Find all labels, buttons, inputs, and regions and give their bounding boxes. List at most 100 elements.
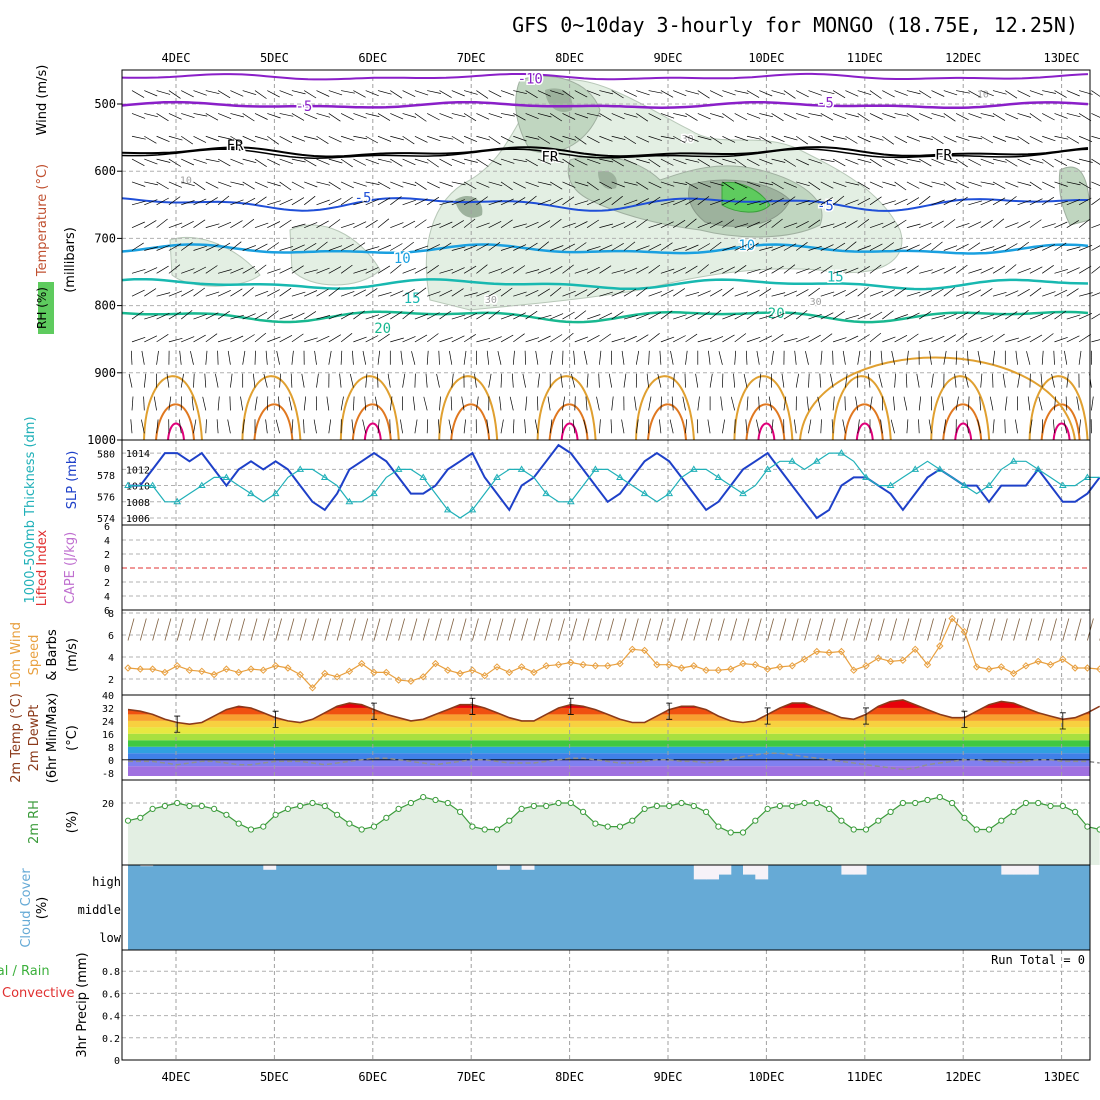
wind-barb	[461, 396, 465, 411]
wind-barb	[550, 197, 563, 206]
wind-barb	[709, 220, 723, 228]
wind-barb	[144, 267, 158, 274]
wind-barb	[390, 158, 403, 167]
wind-barb	[636, 198, 649, 206]
wind-barb	[611, 337, 626, 343]
wind-barb	[906, 181, 920, 189]
wind-barb	[267, 90, 280, 98]
wind-barb	[328, 113, 341, 122]
wind-contour-low	[143, 375, 203, 441]
wind-barb	[537, 181, 552, 186]
wind-barb	[574, 181, 589, 187]
wind-barb	[992, 265, 1006, 274]
wind-barb	[414, 90, 429, 96]
wind-barb	[414, 181, 427, 190]
rh2m-marker	[272, 811, 279, 818]
x-tick-label-top: 6DEC	[358, 51, 387, 65]
wind-barb	[316, 335, 330, 343]
wind10-marker	[542, 662, 550, 670]
wind-barb	[646, 373, 649, 388]
wind-barb	[463, 312, 478, 320]
wind-barb	[718, 351, 723, 365]
wind-barb	[168, 113, 182, 120]
wind-barb	[267, 200, 281, 206]
wind10-marker	[751, 660, 760, 669]
wind-barb	[205, 291, 220, 297]
wind-barb	[623, 288, 637, 297]
wind10-marker	[603, 662, 612, 670]
wind-barb	[833, 269, 847, 274]
wind-barb	[929, 350, 932, 365]
rh2m-marker	[124, 817, 132, 824]
wind-barb	[525, 269, 540, 274]
y-label-thickness: 1000-500mb Thickness (dm)	[23, 416, 38, 603]
wind-barb	[882, 200, 896, 206]
wind-barb	[771, 158, 786, 163]
wind-barb	[905, 373, 908, 388]
wind10-barb	[693, 618, 701, 641]
wind10-marker	[640, 646, 649, 655]
wind-barb	[758, 396, 760, 411]
wind-barb	[547, 396, 551, 411]
wind-barb	[906, 419, 909, 434]
wind-barb	[513, 181, 526, 189]
wind-barb	[783, 135, 798, 141]
wind-barb	[980, 158, 995, 165]
wind-barb	[217, 396, 220, 411]
wind-barb	[808, 313, 822, 320]
thickness-marker	[394, 465, 403, 472]
wind10-marker	[480, 671, 489, 680]
wind-barb	[919, 269, 933, 274]
wind-barb	[537, 288, 550, 297]
wind-barb	[353, 135, 368, 140]
y-label-wind10-units: (m/s)	[65, 638, 80, 672]
wind10-marker	[776, 663, 784, 671]
wind-barb	[168, 158, 181, 167]
wind-barb	[463, 113, 477, 122]
pressure-tick-label: 500	[94, 97, 116, 111]
y-label-dewpt: 2m DewPt	[27, 705, 42, 772]
wind-barb	[390, 113, 404, 120]
wind-barb	[156, 113, 169, 122]
wind-barb	[500, 266, 514, 274]
wind-barb	[304, 90, 317, 99]
wind-barb	[218, 135, 232, 140]
wind10-barb	[730, 618, 738, 641]
wind-barb	[943, 113, 956, 122]
wind-barb	[906, 291, 921, 297]
wind-barb	[980, 181, 995, 185]
wind-barb	[648, 243, 662, 251]
wind-barb	[845, 373, 848, 388]
wind-barb	[390, 337, 404, 343]
wind-barb	[931, 267, 945, 274]
wind-barb	[906, 223, 921, 228]
wind-barb	[193, 181, 206, 191]
wind-barb	[1029, 198, 1043, 206]
wind-barb	[574, 90, 588, 98]
wind-barb	[191, 396, 194, 411]
wind10-barb	[791, 618, 799, 641]
wind-contour-mid	[253, 403, 294, 441]
wind-barb	[402, 309, 414, 320]
rh2m-marker	[801, 799, 808, 807]
thickness-marker	[886, 481, 895, 489]
wind-barb	[303, 419, 305, 434]
wind-barb	[488, 336, 502, 343]
wind-barb	[894, 90, 908, 96]
wind10-barb	[262, 618, 270, 641]
cloud-high-gap	[841, 865, 855, 875]
wind-barb	[1005, 196, 1017, 206]
wind-barb	[217, 90, 231, 99]
wind-barb	[340, 196, 353, 206]
wind-barb	[1029, 419, 1033, 434]
y-label-wind10: 10m Wind	[9, 622, 24, 688]
wind-barb	[254, 290, 269, 297]
wind-barb	[1051, 373, 1055, 388]
wind-barb	[377, 244, 392, 251]
wind-barb	[636, 90, 650, 96]
wind-barb	[992, 419, 995, 434]
wind-barb	[832, 221, 847, 228]
wind10-marker	[788, 662, 796, 670]
wind-barb	[488, 158, 502, 166]
wind-barb	[156, 135, 170, 143]
